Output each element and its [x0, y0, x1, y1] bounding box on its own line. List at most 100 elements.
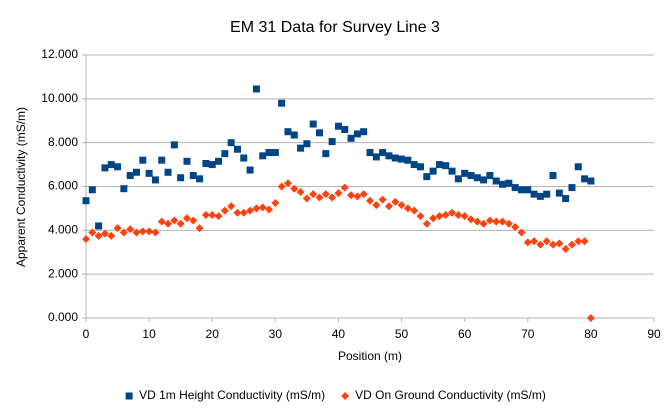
data-point [265, 205, 274, 214]
data-point [379, 149, 387, 157]
data-point [183, 157, 191, 165]
data-point [233, 208, 242, 217]
x-tick-label: 10 [142, 327, 156, 341]
data-point [239, 208, 248, 217]
data-point [366, 196, 374, 205]
data-point [391, 154, 399, 162]
data-point [114, 163, 122, 171]
data-point [366, 149, 374, 157]
y-tick-label: 0.000 [48, 310, 78, 324]
data-point [567, 240, 576, 249]
data-point [347, 191, 356, 200]
data-point [353, 130, 361, 138]
data-point [530, 237, 539, 246]
data-point [82, 235, 90, 244]
data-point [271, 198, 280, 207]
data-point [492, 217, 501, 226]
y-tick-label: 12.000 [41, 47, 78, 61]
data-point [208, 161, 216, 169]
data-point [309, 190, 318, 199]
data-point [170, 216, 179, 225]
x-tick-label: 70 [521, 327, 535, 341]
data-point [587, 177, 595, 185]
data-point [164, 219, 173, 228]
data-point [283, 179, 292, 188]
data-point [580, 237, 589, 246]
data-point [347, 134, 355, 142]
data-point [423, 173, 431, 181]
data-point [479, 219, 488, 228]
data-point [473, 217, 482, 226]
data-point [265, 149, 273, 157]
data-point [581, 175, 589, 183]
data-point [542, 237, 551, 246]
data-point [82, 197, 90, 205]
data-point [151, 176, 159, 184]
data-point [145, 169, 153, 177]
y-tick-label: 6.000 [48, 179, 78, 193]
data-point [435, 161, 443, 169]
data-point [126, 172, 134, 180]
data-point [480, 176, 488, 184]
y-tick-label: 8.000 [48, 135, 78, 149]
x-tick-label: 50 [395, 327, 409, 341]
data-point [555, 239, 564, 248]
data-point [353, 192, 362, 201]
data-point [549, 240, 558, 249]
data-point [170, 141, 178, 149]
data-point [233, 145, 241, 153]
data-point [504, 219, 513, 228]
data-point [252, 85, 260, 93]
data-point [454, 210, 463, 219]
data-point [302, 194, 311, 203]
data-point [549, 172, 557, 180]
data-point [524, 186, 532, 194]
data-point [246, 166, 254, 174]
data-point [208, 210, 217, 219]
data-point [561, 244, 570, 253]
data-point [196, 175, 204, 183]
data-point [214, 212, 223, 221]
data-point [132, 168, 140, 176]
data-point [485, 216, 494, 225]
data-point [126, 225, 135, 234]
data-point [101, 164, 109, 172]
data-point [385, 152, 393, 160]
y-axis-label: Apparent Conductivity (mS/m) [14, 107, 28, 267]
data-point [107, 161, 115, 169]
data-point [157, 217, 166, 226]
data-point [397, 201, 406, 210]
data-point [189, 172, 197, 180]
data-point [290, 184, 299, 193]
data-point [138, 227, 147, 236]
y-tick-label: 4.000 [48, 223, 78, 237]
data-point [164, 168, 172, 176]
data-point [466, 215, 475, 224]
data-point [517, 228, 526, 237]
data-point [321, 190, 330, 199]
data-point [384, 202, 393, 211]
data-point [543, 190, 551, 198]
data-point [88, 186, 96, 194]
data-point [221, 150, 229, 158]
data-point [416, 212, 425, 221]
data-point [498, 217, 507, 226]
data-point [574, 163, 582, 171]
data-point [359, 190, 368, 199]
data-point [435, 212, 444, 221]
x-tick-label: 0 [83, 327, 90, 341]
data-point [391, 197, 400, 206]
data-point [499, 180, 507, 188]
data-point [227, 202, 236, 211]
data-point [555, 189, 563, 197]
data-point [473, 174, 481, 182]
data-point [492, 177, 500, 185]
data-point [448, 167, 456, 175]
legend-marker [125, 392, 133, 400]
data-point [536, 192, 544, 200]
data-point [88, 228, 97, 237]
data-point [334, 122, 342, 130]
data-point [177, 174, 185, 182]
x-axis-label: Position (m) [338, 349, 402, 363]
